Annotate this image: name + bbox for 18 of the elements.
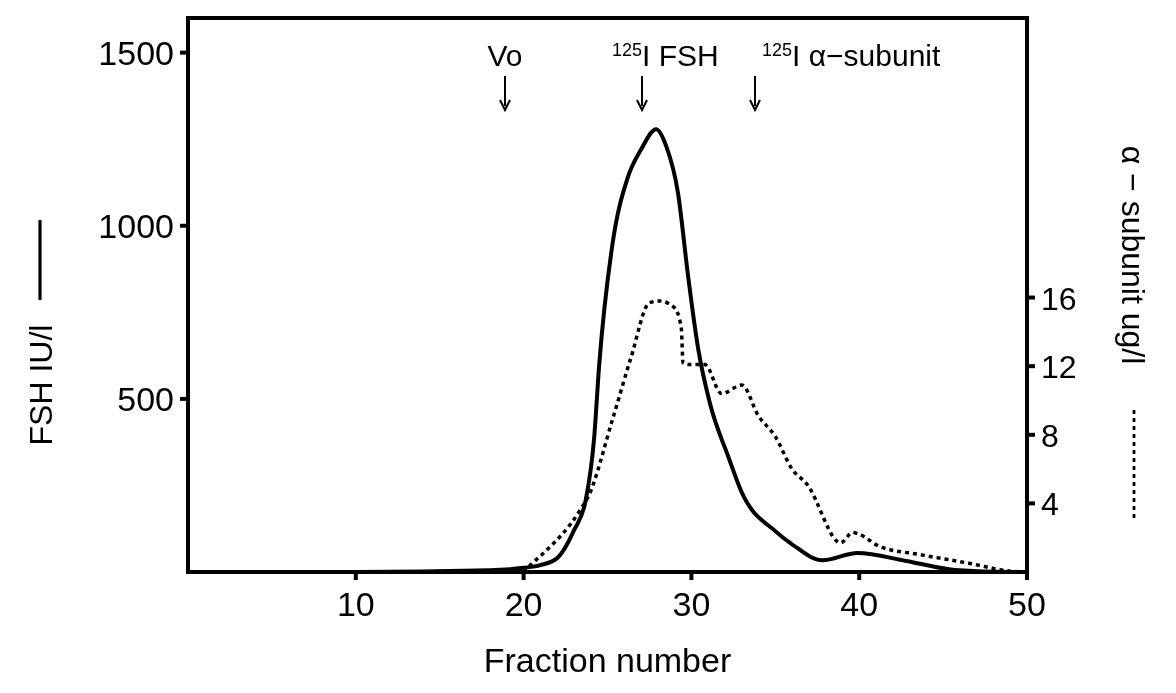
x-tick-label: 50	[1008, 585, 1046, 623]
annotation: Vo	[487, 39, 523, 72]
y2-tick-label: 12	[1041, 349, 1077, 386]
annotation: $^{125}$I α−subunit	[762, 39, 941, 72]
x-tick-label: 20	[504, 585, 543, 623]
y2-tick-label: 16	[1041, 280, 1077, 317]
annotation: $^{125}$I FSH	[612, 39, 719, 72]
y2-axis-title: α − subunit ug/l	[1115, 145, 1151, 365]
x-tick-label: 30	[672, 585, 711, 623]
x-axis-title: Fraction number	[483, 641, 732, 679]
y-tick-label: 500	[117, 379, 174, 418]
y-tick-label: 1500	[98, 33, 174, 72]
y-tick-label: 1000	[98, 206, 174, 245]
y2-tick-label: 8	[1041, 417, 1059, 454]
y-axis-title: FSH IU/l	[23, 324, 59, 446]
x-tick-label: 40	[840, 585, 879, 623]
y2-tick-label: 4	[1041, 486, 1059, 523]
x-tick-label: 10	[336, 585, 375, 623]
